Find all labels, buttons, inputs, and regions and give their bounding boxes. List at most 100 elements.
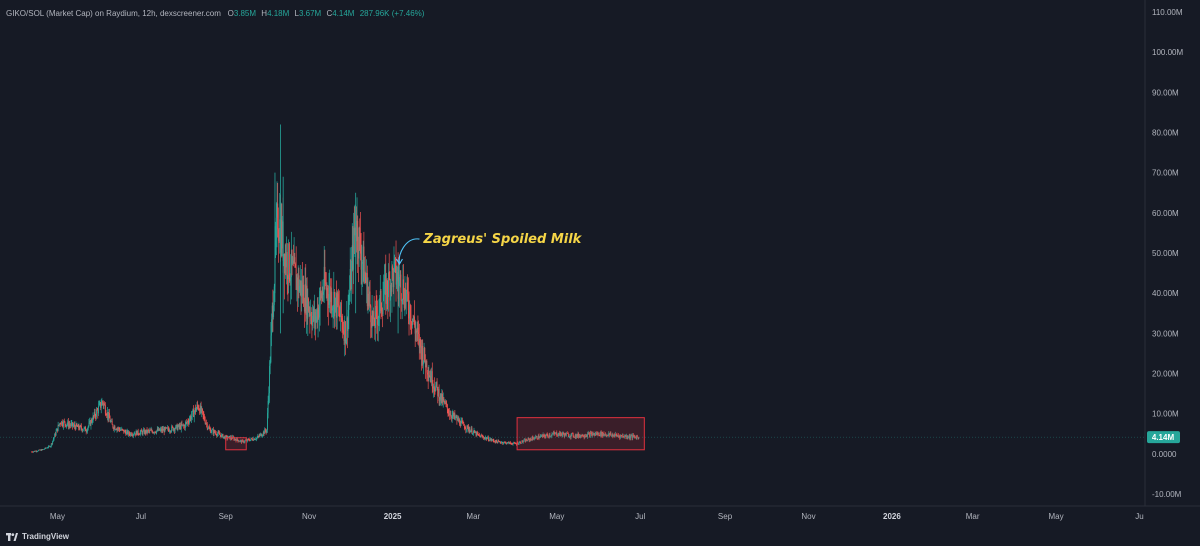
candle-body xyxy=(347,317,348,331)
candle-body xyxy=(574,436,576,438)
candle-body xyxy=(544,436,546,438)
candle-body xyxy=(75,423,77,430)
candle-body xyxy=(382,301,384,314)
candle-body xyxy=(394,258,396,259)
candle-body xyxy=(390,285,392,292)
candle-body xyxy=(350,268,352,290)
candle-body xyxy=(507,441,509,443)
candle-body xyxy=(84,427,86,428)
candle-body xyxy=(119,429,121,431)
candle-body xyxy=(132,435,134,436)
close-value: 4.14M xyxy=(332,9,355,18)
candle-body xyxy=(269,362,271,367)
candle-body xyxy=(326,288,328,291)
candle-body xyxy=(441,394,443,402)
candle-body xyxy=(455,417,456,418)
y-tick-label: 90.00M xyxy=(1152,88,1179,97)
candle-body xyxy=(564,433,566,437)
candle-body xyxy=(319,291,321,306)
time-axis[interactable]: May Jul Sep Nov 2025 Mar May Jul Sep Nov 2026 Mar Ma… xyxy=(50,512,1144,521)
candle-body xyxy=(137,430,139,434)
candle-body xyxy=(273,286,275,306)
y-tick-label: -10.00M xyxy=(1152,490,1182,499)
candle-body xyxy=(256,437,258,439)
candle-body xyxy=(55,431,57,436)
price-axis[interactable]: 110.00M 100.00M 90.00M 80.00M 70.00M 60.00M 50… xyxy=(1152,8,1183,499)
candle-body xyxy=(535,436,537,439)
candle-body xyxy=(248,439,250,441)
candle-body xyxy=(208,427,210,429)
candle-body xyxy=(160,428,162,431)
candle-body xyxy=(200,405,202,412)
candle-body xyxy=(288,243,290,280)
candle-body xyxy=(285,253,287,268)
y-tick-label: 30.00M xyxy=(1152,329,1179,338)
candle-body xyxy=(444,400,446,404)
candle-body xyxy=(198,408,200,410)
candle-body xyxy=(269,366,270,394)
candle-body xyxy=(253,438,255,441)
highlight-box[interactable] xyxy=(225,437,247,451)
candle-body xyxy=(541,435,543,437)
candle-body xyxy=(520,443,522,444)
candle-body xyxy=(89,420,91,423)
candle-body xyxy=(144,430,146,434)
candle-body xyxy=(479,435,480,436)
candle-body xyxy=(98,403,100,407)
candle-body xyxy=(451,415,453,418)
candle-body xyxy=(217,433,218,436)
candle-body xyxy=(409,304,411,322)
candle-body xyxy=(296,277,298,290)
candle-body xyxy=(388,272,389,298)
candle-body xyxy=(411,321,413,326)
candle-body xyxy=(615,434,617,435)
candle-body xyxy=(579,435,581,438)
tradingview-logo[interactable]: TradingView xyxy=(6,532,69,541)
candle-body xyxy=(208,427,210,429)
candle-body xyxy=(215,432,216,434)
candle-body xyxy=(440,393,441,400)
candle-body xyxy=(533,438,535,440)
candle-body xyxy=(469,429,471,433)
candle-body xyxy=(461,420,463,422)
candle-body xyxy=(148,430,150,432)
candle-body xyxy=(567,433,569,434)
candle-body xyxy=(577,433,579,437)
candle-body xyxy=(569,436,571,438)
x-tick-label: May xyxy=(1049,512,1064,521)
candle-body xyxy=(32,452,34,453)
candle-body xyxy=(345,339,347,344)
x-tick-label: Mar xyxy=(466,512,480,521)
candle-body xyxy=(224,436,226,440)
candle-body xyxy=(302,284,304,296)
candle-body xyxy=(184,423,186,428)
candle-body xyxy=(513,442,515,444)
candle-body xyxy=(496,441,498,444)
candle-body xyxy=(195,408,197,412)
candle-body xyxy=(231,438,233,439)
candle-body xyxy=(526,439,528,441)
candle-body xyxy=(150,429,152,431)
candle-body xyxy=(147,430,149,433)
candle-body xyxy=(559,432,561,436)
candle-body xyxy=(414,316,415,326)
candle-body xyxy=(540,435,542,437)
annotation-label[interactable]: Zagreus' Spoiled Milk xyxy=(422,232,582,247)
candle-body xyxy=(541,435,543,436)
candle-body xyxy=(111,421,112,422)
candle-body xyxy=(171,426,173,431)
candle-body xyxy=(65,424,67,427)
candle-body xyxy=(605,434,607,436)
candle-body xyxy=(401,298,403,302)
candle-body xyxy=(253,438,255,440)
candle-body xyxy=(395,258,397,285)
candle-body xyxy=(418,331,420,335)
candle-body xyxy=(403,299,405,308)
candle-body xyxy=(117,427,119,429)
candle-body xyxy=(485,437,487,440)
highlight-box[interactable] xyxy=(516,417,645,451)
candle-body xyxy=(593,433,595,435)
candle-body xyxy=(48,446,50,447)
candle-body xyxy=(121,428,123,431)
